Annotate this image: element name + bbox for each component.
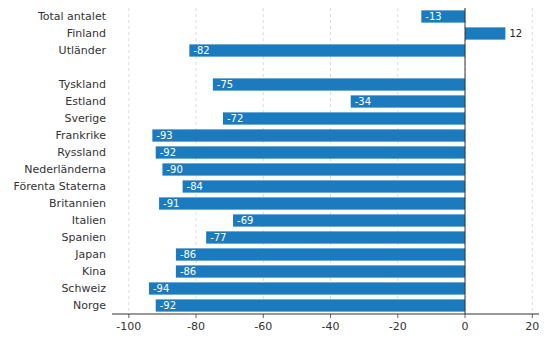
bar — [223, 112, 465, 124]
bar — [159, 197, 465, 209]
grid-line — [532, 8, 533, 314]
category-label: Kina — [82, 265, 106, 278]
category-label: Sverige — [64, 112, 106, 125]
x-tick — [397, 314, 398, 318]
data-label: -77 — [210, 232, 226, 243]
data-label: -92 — [160, 300, 176, 311]
x-tick — [532, 314, 533, 318]
x-tick — [196, 314, 197, 318]
x-tick-label: -60 — [254, 320, 272, 333]
bar — [233, 214, 465, 226]
category-label: Total antalet — [37, 10, 107, 23]
data-label: -82 — [193, 45, 209, 56]
x-axis-line — [112, 314, 539, 315]
category-label: Frankrike — [56, 129, 107, 142]
data-label: 12 — [509, 28, 522, 39]
category-label: Estland — [65, 95, 106, 108]
category-label: Schweiz — [61, 282, 106, 295]
bar — [176, 248, 465, 260]
data-label: -86 — [180, 266, 196, 277]
data-labels: -92 -94 -86 -86 -77 -69 -91 -84 -90 -92 -93 -72 -34 -… — [153, 11, 522, 311]
category-label: Nederländerna — [24, 163, 106, 176]
category-label: Finland — [67, 27, 106, 40]
grid-line — [465, 8, 466, 314]
data-label: -86 — [180, 249, 196, 260]
category-label: Italien — [72, 214, 106, 227]
bar — [149, 282, 465, 294]
x-tick-label: -20 — [389, 320, 407, 333]
category-label: Förenta Staterna — [14, 180, 106, 193]
grid-line — [128, 8, 129, 314]
data-label: -72 — [227, 113, 243, 124]
category-label: Tyskland — [58, 78, 106, 91]
data-label: -93 — [156, 130, 172, 141]
x-tick — [263, 314, 264, 318]
x-tick-label: -40 — [322, 320, 340, 333]
bar — [183, 180, 465, 192]
x-tick-label: -80 — [187, 320, 205, 333]
bar — [421, 10, 465, 22]
data-label: -34 — [355, 96, 371, 107]
data-label: -69 — [237, 215, 253, 226]
data-label: -90 — [166, 164, 182, 175]
data-label: -92 — [160, 147, 176, 158]
category-label: Norge — [73, 299, 106, 312]
x-tick — [330, 314, 331, 318]
x-tick-label: 0 — [462, 320, 469, 333]
x-tick-label: 20 — [525, 320, 539, 333]
chart-svg: -100 -80 -60 -40 -20 0 20 Norge Schweiz Kina Japan… — [0, 0, 553, 340]
data-label: -94 — [153, 283, 169, 294]
data-label: -13 — [425, 11, 441, 22]
data-label: -84 — [187, 181, 203, 192]
bar — [156, 146, 465, 158]
x-tick — [128, 314, 129, 318]
category-label: Spanien — [62, 231, 107, 244]
category-label: Britannien — [49, 197, 106, 210]
bar — [156, 299, 465, 311]
bar — [176, 265, 465, 277]
bar — [152, 129, 465, 141]
y-axis: Norge Schweiz Kina Japan Spanien Italien Brita… — [14, 10, 107, 312]
bar — [213, 78, 465, 90]
category-label: Japan — [74, 248, 106, 261]
bar — [465, 27, 505, 39]
chart-container: -100 -80 -60 -40 -20 0 20 Norge Schweiz Kina Japan… — [0, 0, 553, 340]
bars — [149, 10, 505, 311]
bar — [351, 95, 465, 107]
x-axis: -100 -80 -60 -40 -20 0 20 — [112, 314, 539, 333]
x-tick — [465, 314, 466, 318]
x-tick-label: -100 — [116, 320, 141, 333]
bar — [206, 231, 465, 243]
bar — [189, 44, 465, 56]
data-label: -75 — [217, 79, 233, 90]
zero-line — [465, 8, 466, 314]
grid — [129, 8, 532, 314]
category-label: Ryssland — [57, 146, 106, 159]
bar — [162, 163, 465, 175]
category-label: Utländer — [59, 44, 107, 57]
data-label: -91 — [163, 198, 179, 209]
